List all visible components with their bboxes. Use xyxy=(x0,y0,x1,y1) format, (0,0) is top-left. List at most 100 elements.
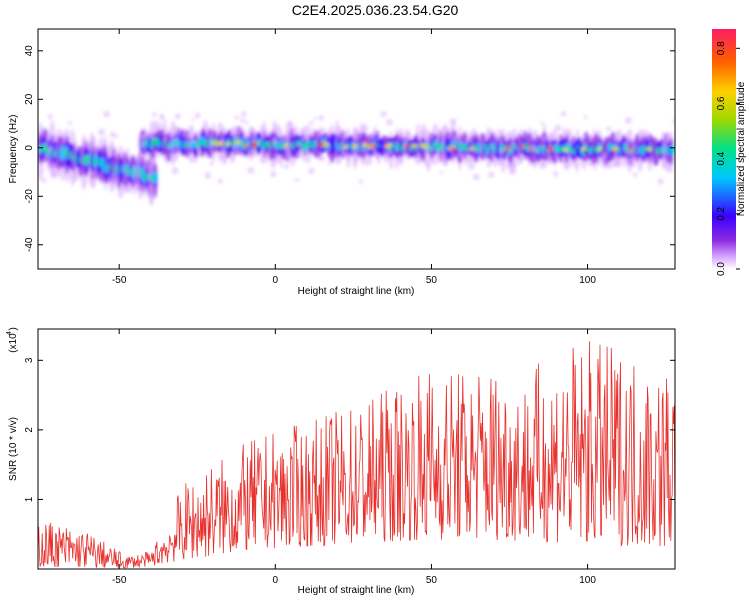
chart-title: C2E4.2025.036.23.54.G20 xyxy=(291,2,459,18)
spectrogram-speck xyxy=(285,135,290,140)
spectrogram-speck xyxy=(672,118,675,123)
spectrogram-speck xyxy=(313,116,317,120)
spectrogram-speck xyxy=(628,138,634,144)
spectrogram-speck xyxy=(474,148,479,154)
spectrogram-speck xyxy=(441,139,446,144)
snr-multiplier-exponent: 4 xyxy=(6,331,13,335)
spectrogram-speck xyxy=(487,171,495,178)
spectrogram-speck xyxy=(632,163,636,167)
spectrogram-speck xyxy=(389,147,393,151)
spectrogram-speck xyxy=(283,164,289,170)
spectrogram-speck xyxy=(497,160,504,166)
spectrogram-hotspot xyxy=(548,146,554,150)
spectrogram-speck xyxy=(296,151,304,159)
spectrogram-hotspot xyxy=(362,143,368,147)
spectrogram-blob xyxy=(52,150,56,157)
spectrogram-speck xyxy=(327,162,331,166)
spectrogram-blob xyxy=(301,145,307,150)
spectrogram-speck xyxy=(657,178,664,185)
x-tick-label: 50 xyxy=(426,575,438,586)
spectrogram-speck xyxy=(485,132,491,138)
spectrogram-speck xyxy=(47,114,53,119)
spectrogram-speck xyxy=(114,134,119,138)
y-tick-label: 3 xyxy=(24,357,35,363)
spectrogram-speck xyxy=(151,112,157,117)
spectrogram-speck xyxy=(358,179,363,184)
y-tick-label: 40 xyxy=(24,45,35,57)
x-tick-label: -50 xyxy=(112,275,127,286)
spectrogram-hotspot xyxy=(563,148,569,152)
spectrogram-hotspot xyxy=(218,141,224,145)
spectrogram-speck xyxy=(152,159,157,165)
spectrogram-hotspot xyxy=(450,147,456,151)
spectrogram-speck xyxy=(466,157,472,164)
spectrogram-hotspot xyxy=(384,144,390,149)
spectrogram-hotspot xyxy=(283,143,289,147)
spectrogram-speck xyxy=(50,171,57,178)
spectrogram-blob xyxy=(560,146,565,152)
spectrogram-speck xyxy=(110,172,115,177)
x-tick-label: 100 xyxy=(579,275,596,286)
colorbar-tick-label: 0.6 xyxy=(716,96,727,110)
spectrogram-speck xyxy=(244,120,249,125)
spectrogram-speck xyxy=(240,111,247,117)
colorbar-gradient xyxy=(712,29,736,269)
spectrogram-hotspot xyxy=(627,147,633,152)
spectrogram-speck xyxy=(560,111,567,117)
spectrogram-speck xyxy=(384,151,391,158)
spectrogram-speck xyxy=(416,124,421,129)
spectrogram-speck xyxy=(509,167,517,175)
spectrogram-blob xyxy=(154,138,160,145)
x-tick-label: -50 xyxy=(112,575,127,586)
spectrogram-speck xyxy=(204,172,212,179)
spectrogram-hotspot xyxy=(612,147,618,151)
spectrogram-hotspot xyxy=(597,147,603,151)
snr-axes: -50 0 50 100 1 2 3 xyxy=(24,329,675,586)
spectrogram-blob xyxy=(659,148,663,154)
x-tick-label: 100 xyxy=(579,575,596,586)
spectrogram-speck xyxy=(194,112,201,119)
spectrogram-speck xyxy=(140,134,146,140)
spectrogram-hotspot xyxy=(211,141,217,145)
spectrogram-speck xyxy=(266,151,271,156)
spectrogram-hotspot xyxy=(324,142,330,147)
spectrogram-hotspot xyxy=(242,143,248,148)
spectrogram-speck xyxy=(425,135,431,141)
spectrogram-speck xyxy=(282,145,286,150)
y-tick-label: -20 xyxy=(24,189,35,204)
spectrogram-blob xyxy=(567,144,572,151)
spectrogram-speck xyxy=(553,171,559,177)
spectrogram-blob xyxy=(330,133,337,154)
spectrogram-speck xyxy=(285,147,290,152)
y-tick-label: 1 xyxy=(24,496,35,502)
spectrogram-speck xyxy=(612,162,618,167)
spectrogram-hotspot xyxy=(318,141,324,146)
spectrogram-hotspot xyxy=(411,143,417,148)
spectrogram-speck xyxy=(452,134,459,141)
spectrogram-blob xyxy=(587,148,592,153)
spectrogram-hotspot xyxy=(519,145,525,149)
spectrogram-hotspot xyxy=(352,144,358,148)
colorbar-label: Normalized spectral amplitude xyxy=(736,81,747,216)
spectrogram-speck xyxy=(421,130,427,136)
x-tick-label: 0 xyxy=(273,275,279,286)
spectrogram-speck xyxy=(309,120,314,125)
spectrogram-speck xyxy=(41,178,47,183)
spectrogram-speck xyxy=(498,148,505,154)
spectrogram-hotspot xyxy=(505,146,511,151)
spectrogram-speck xyxy=(506,162,514,170)
spectrogram-blob xyxy=(435,143,442,151)
spectrogram-speck xyxy=(318,154,325,162)
spectrogram-hotspot xyxy=(423,144,429,149)
spectrogram-axes: -50 0 50 100 -40 -20 0 20 40 xyxy=(24,29,675,286)
spectrogram-speck xyxy=(632,143,639,150)
spectrogram-speck xyxy=(98,128,106,136)
snr-series-line xyxy=(38,341,675,569)
spectrogram-speck xyxy=(449,118,457,125)
spectrogram-hotspot xyxy=(581,147,587,151)
spectrogram-speck xyxy=(472,173,480,181)
spectrogram-speck xyxy=(509,141,516,147)
spectrogram-speck xyxy=(67,121,72,126)
spectrogram-speck xyxy=(270,171,277,178)
spectrogram-ylabel: Frequency (Hz) xyxy=(8,115,19,184)
